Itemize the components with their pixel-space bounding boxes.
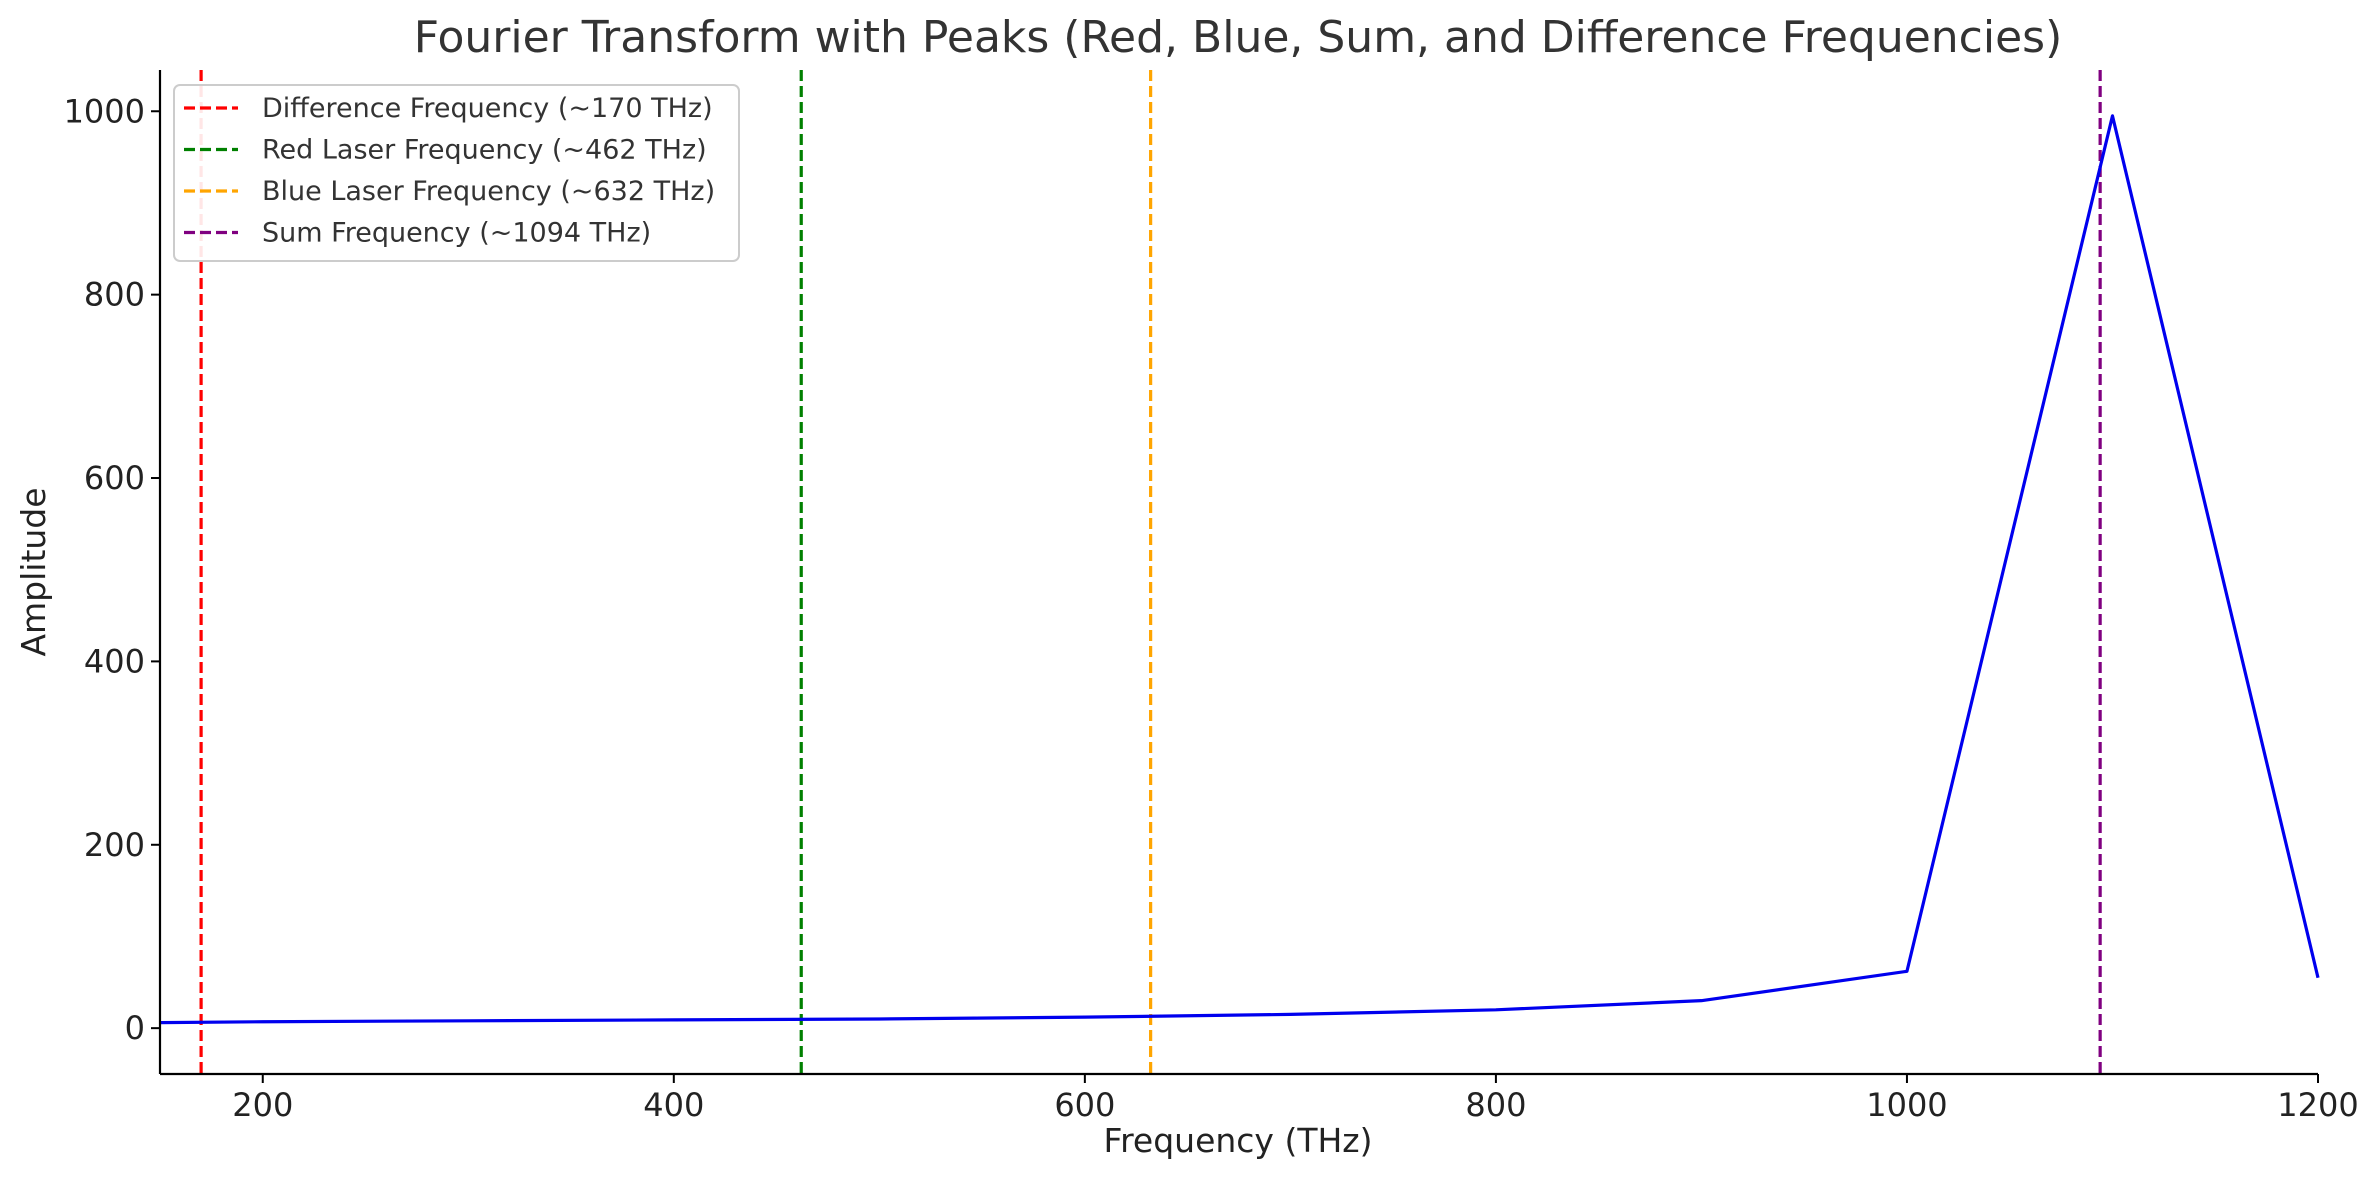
x-tick-label: 600	[1054, 1086, 1115, 1124]
y-axis-label: Amplitude	[14, 487, 53, 656]
legend-label: Red Laser Frequency (~462 THz)	[262, 135, 707, 166]
y-axis-ticks: 0 200 400 600 800 1000	[64, 92, 160, 1047]
vertical-marker-lines	[199, 70, 2102, 1074]
y-tick-label: 400	[84, 642, 145, 680]
x-axis-ticks: 200 400 600 800 1000 1200	[232, 1074, 2359, 1124]
legend: Difference Frequency (~170 THz) Red Laser…	[173, 84, 740, 262]
legend-label: Difference Frequency (~170 THz)	[262, 93, 713, 124]
x-tick-label: 200	[232, 1086, 293, 1124]
x-tick-label: 1200	[2277, 1086, 2358, 1124]
y-tick-label: 800	[84, 276, 145, 314]
x-axis-label: Frequency (THz)	[1103, 1121, 1372, 1160]
y-tick-label: 1000	[64, 92, 145, 130]
x-tick-label: 400	[643, 1086, 704, 1124]
x-tick-label: 1000	[1866, 1086, 1947, 1124]
series-line	[159, 114, 2320, 1025]
x-tick-label: 800	[1465, 1086, 1526, 1124]
chart-title: Fourier Transform with Peaks (Red, Blue,…	[414, 12, 2063, 63]
legend-label: Sum Frequency (~1094 THz)	[262, 218, 651, 249]
series-lines	[159, 114, 2320, 1025]
y-tick-label: 200	[84, 826, 145, 864]
y-tick-label: 0	[125, 1009, 145, 1047]
legend-label: Blue Laser Frequency (~632 THz)	[262, 176, 715, 207]
y-tick-label: 600	[84, 459, 145, 497]
legend-frame	[173, 84, 740, 262]
